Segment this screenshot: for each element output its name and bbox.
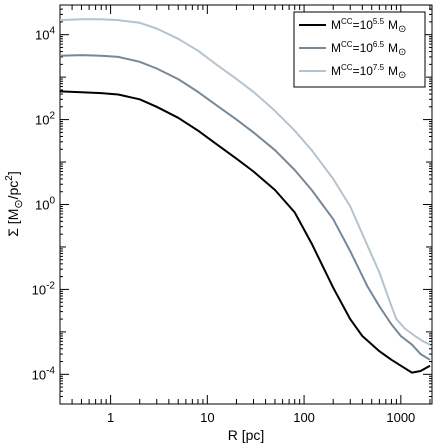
y-tick-label-base: 10 [32, 282, 46, 297]
y-axis-label-unit: /pc [5, 181, 21, 200]
y-tick-label-base: 10 [35, 28, 49, 43]
legend: MCC=105.5 M⊙ MCC=106.5 M⊙ MCC=107.5 M⊙ [293, 11, 426, 88]
y-tick-label-base: 10 [35, 198, 49, 213]
y-tick-label-exp: -2 [46, 280, 55, 291]
x-tick-label: 10 [200, 410, 214, 425]
legend-label: MCC=106.5 M⊙ [331, 40, 406, 58]
y-axis-label-close: ] [5, 171, 21, 175]
y-tick-label: 100 [35, 196, 55, 213]
x-tick-label: 100 [293, 410, 315, 425]
x-tick-labels: 1 10 100 1000 [107, 410, 415, 425]
sun-symbol: ⊙ [13, 199, 25, 208]
y-tick-label: 10-2 [32, 280, 56, 297]
legend-label: MCC=107.5 M⊙ [331, 63, 406, 81]
y-tick-label-exp: 4 [49, 26, 55, 37]
y-tick-label-base: 10 [35, 113, 49, 128]
y-tick-label-base: 10 [32, 367, 46, 382]
x-tick-label: 1000 [386, 410, 415, 425]
y-axis-label-exp: 2 [4, 175, 15, 181]
y-axis-label: Σ [M⊙/pc2] [4, 171, 25, 236]
y-tick-label: 10-4 [32, 365, 56, 382]
svg-text:Σ [M⊙/pc2]: Σ [M⊙/pc2] [4, 171, 25, 236]
series-lines [59, 18, 431, 374]
y-tick-label: 104 [35, 26, 55, 43]
y-tick-label-exp: 0 [49, 196, 55, 207]
series-line-6.5 [59, 54, 431, 361]
y-tick-label-exp: 2 [49, 111, 55, 122]
x-tick-label: 1 [107, 410, 114, 425]
series-line-5.5 [59, 90, 431, 374]
y-tick-label: 102 [35, 111, 55, 128]
y-tick-label-exp: -4 [46, 365, 55, 376]
legend-label: MCC=105.5 M⊙ [331, 17, 406, 35]
series-line-7.5 [59, 18, 431, 346]
axis-ticks [59, 4, 432, 405]
y-axis-label-main: Σ [M [5, 209, 21, 237]
x-axis-label: R [pc] [228, 427, 265, 443]
